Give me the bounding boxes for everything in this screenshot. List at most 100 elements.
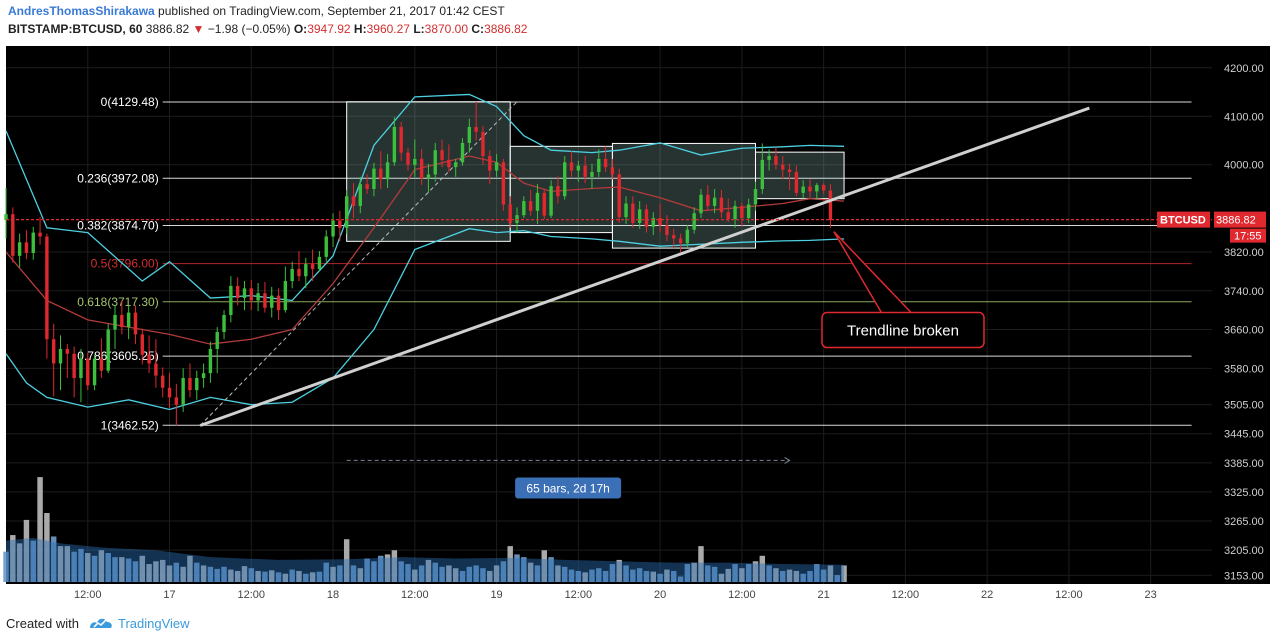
x-tick-label: 12:00	[238, 589, 266, 601]
trendline	[199, 106, 1090, 427]
candle	[372, 168, 376, 189]
candle	[522, 201, 526, 216]
y-tick-label: 3820.00	[1224, 247, 1264, 259]
volume-bar	[234, 570, 241, 582]
volume-bar	[194, 562, 200, 582]
x-tick-label: 18	[327, 589, 339, 601]
candle	[665, 225, 669, 236]
candle	[815, 185, 819, 192]
candle	[201, 373, 206, 379]
candle	[38, 232, 42, 237]
volume-bar	[214, 568, 220, 582]
candle	[270, 295, 274, 308]
volume-bar	[466, 566, 473, 582]
volume-bar	[323, 562, 329, 582]
volume-bar	[221, 566, 227, 582]
volume-bar	[548, 557, 554, 582]
author-link[interactable]: AndresThomasShirakawa	[8, 4, 155, 18]
candle	[297, 268, 301, 277]
ohlc-line: BITSTAMP:BTCUSD, 60 3886.82 ▼ −1.98 (−0.…	[8, 22, 527, 36]
bollinger-upper	[5, 93, 845, 302]
fib-label: 0.786(3605.25)	[77, 349, 158, 363]
x-tick-label: 23	[1145, 589, 1157, 601]
candle	[801, 186, 805, 193]
candle	[767, 156, 771, 160]
candle	[740, 205, 744, 219]
candle	[256, 293, 260, 301]
volume-bar	[187, 555, 193, 582]
volume-bar	[589, 569, 595, 582]
tradingview-logo-icon[interactable]	[88, 615, 114, 631]
candle	[161, 375, 165, 388]
volume-bar	[371, 561, 377, 582]
volume-bar	[773, 568, 779, 582]
x-tick-label: 21	[818, 589, 830, 601]
candle	[488, 156, 492, 171]
volume-bar	[555, 565, 561, 582]
candle	[706, 194, 710, 206]
volume-bar	[677, 576, 684, 582]
x-tick-label: 12:00	[74, 589, 102, 601]
candle	[290, 268, 294, 282]
x-tick-label: 12:00	[892, 589, 920, 601]
candle	[576, 165, 581, 171]
candle	[283, 281, 288, 311]
candle	[31, 232, 35, 253]
candle	[263, 293, 267, 308]
volume-bar	[30, 540, 36, 582]
range-box	[611, 142, 756, 249]
candle	[597, 158, 601, 173]
candle	[672, 235, 676, 239]
volume-bar	[44, 513, 50, 582]
volume-bar	[384, 554, 391, 582]
candle	[426, 174, 431, 179]
y-tick-label: 4000.00	[1224, 160, 1264, 172]
volume-bar	[684, 564, 691, 582]
candle	[379, 168, 383, 180]
volume-bar	[398, 561, 404, 582]
candle	[590, 172, 594, 177]
volume-bar	[132, 561, 139, 582]
volume-bar	[37, 477, 43, 582]
candle	[501, 162, 506, 205]
tradingview-brand[interactable]: TradingView	[118, 616, 190, 631]
y-tick-label: 3265.00	[1224, 516, 1264, 528]
candle	[610, 167, 615, 175]
candle	[719, 197, 724, 213]
volume-bar	[228, 569, 234, 582]
volume-bar	[657, 573, 663, 582]
price-axis	[1212, 46, 1270, 584]
x-tick-label: 12:00	[728, 589, 756, 601]
change-value: −1.98 (−0.05%)	[207, 22, 291, 36]
volume-bar	[64, 546, 71, 582]
price-badge	[1214, 211, 1266, 228]
volume-bar	[493, 565, 500, 582]
high-value: 3960.27	[366, 22, 410, 36]
volume-bar	[303, 573, 309, 582]
volume-bar	[609, 564, 616, 582]
volume-bar	[446, 565, 452, 582]
candle	[304, 264, 308, 277]
volume-bar	[125, 558, 132, 582]
candle	[760, 159, 765, 189]
candle	[4, 214, 8, 221]
volume-bar	[711, 566, 718, 582]
down-arrow-icon: ▼	[192, 22, 205, 36]
fib-label: 1(3462.52)	[101, 418, 159, 432]
volume-bar	[378, 555, 384, 582]
candle	[385, 162, 390, 180]
candle	[181, 378, 185, 405]
volume-bar	[671, 570, 677, 582]
y-tick-label: 3660.00	[1224, 325, 1264, 337]
volume-bar	[575, 570, 582, 582]
volume-bar	[296, 570, 302, 582]
volume-bar	[834, 575, 840, 582]
volume-bar	[173, 562, 180, 582]
volume-bar	[527, 562, 534, 582]
x-tick-label: 19	[490, 589, 502, 601]
candle	[17, 242, 22, 256]
volume-bar	[473, 565, 479, 582]
price-chart[interactable]: 0(4129.48) 0.236(3972.08) 0.382(3874.70) 0.…	[0, 44, 1270, 604]
candle	[474, 126, 478, 132]
volume-bar	[248, 568, 255, 582]
